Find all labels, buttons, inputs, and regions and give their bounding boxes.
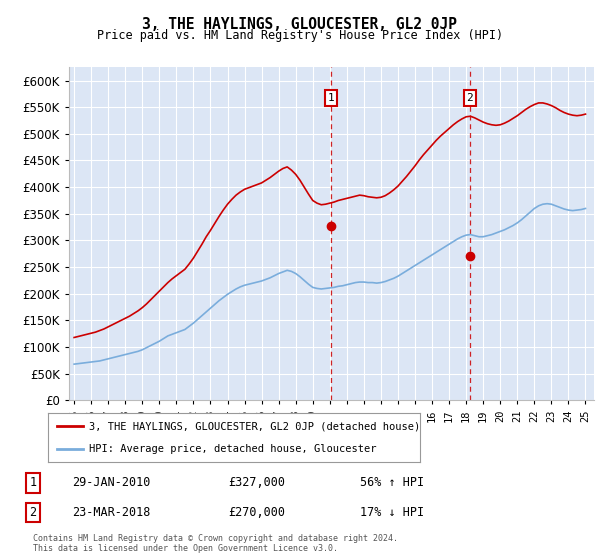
Text: HPI: Average price, detached house, Gloucester: HPI: Average price, detached house, Glou… [89, 444, 376, 454]
Text: 23-MAR-2018: 23-MAR-2018 [72, 506, 151, 519]
Text: 1: 1 [29, 476, 37, 489]
Text: £270,000: £270,000 [228, 506, 285, 519]
Text: 2: 2 [29, 506, 37, 519]
Text: 3, THE HAYLINGS, GLOUCESTER, GL2 0JP (detached house): 3, THE HAYLINGS, GLOUCESTER, GL2 0JP (de… [89, 421, 420, 431]
Text: 3, THE HAYLINGS, GLOUCESTER, GL2 0JP: 3, THE HAYLINGS, GLOUCESTER, GL2 0JP [143, 17, 458, 32]
Text: Price paid vs. HM Land Registry's House Price Index (HPI): Price paid vs. HM Land Registry's House … [97, 29, 503, 42]
Text: 29-JAN-2010: 29-JAN-2010 [72, 476, 151, 489]
Text: 2: 2 [467, 93, 473, 103]
Text: 56% ↑ HPI: 56% ↑ HPI [360, 476, 424, 489]
Text: 17% ↓ HPI: 17% ↓ HPI [360, 506, 424, 519]
Text: £327,000: £327,000 [228, 476, 285, 489]
Text: 1: 1 [328, 93, 335, 103]
Text: Contains HM Land Registry data © Crown copyright and database right 2024.
This d: Contains HM Land Registry data © Crown c… [33, 534, 398, 553]
